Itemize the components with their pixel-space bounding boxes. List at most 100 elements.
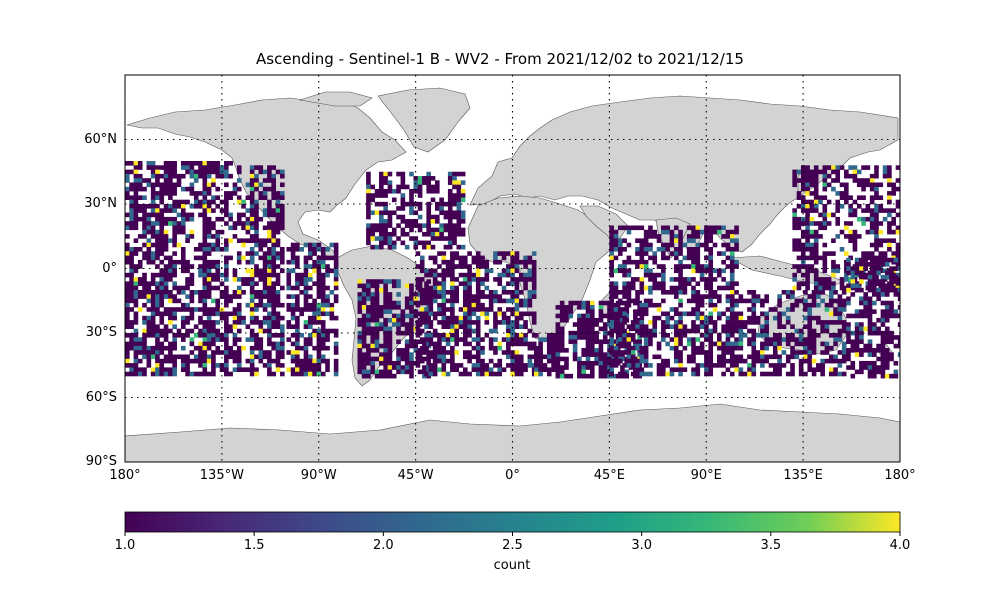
heatmap-cell: [202, 354, 208, 360]
heatmap-cell: [661, 333, 666, 338]
heatmap-cell: [415, 324, 421, 329]
heatmap-cell: [271, 186, 276, 192]
heatmap-cell: [844, 199, 849, 205]
heatmap-cell: [609, 333, 614, 338]
heatmap-cell: [792, 173, 797, 179]
heatmap-cell: [241, 320, 246, 325]
heatmap-cell: [602, 313, 608, 319]
heatmap-cell: [400, 219, 406, 224]
heatmap-cell: [887, 238, 892, 243]
heatmap-cell: [232, 311, 238, 317]
heatmap-cell: [626, 345, 632, 351]
heatmap-cell: [884, 352, 890, 357]
heatmap-cell: [224, 345, 229, 351]
heatmap-cell: [211, 324, 216, 329]
heatmap-cell: [361, 343, 367, 349]
heatmap-cell: [493, 345, 498, 351]
heatmap-cell: [366, 292, 371, 297]
heatmap-cell: [493, 315, 498, 321]
heatmap-cell: [777, 341, 782, 347]
heatmap-cell: [163, 165, 169, 170]
heatmap-cell: [155, 169, 160, 175]
heatmap-cell: [581, 335, 586, 340]
heatmap-cell: [232, 341, 238, 347]
heatmap-cell: [822, 259, 828, 265]
heatmap-cell: [366, 360, 371, 366]
heatmap-cell: [419, 277, 425, 282]
heatmap-cell: [807, 302, 813, 308]
heatmap-cell: [379, 214, 384, 220]
heatmap-cell: [267, 212, 272, 218]
heatmap-cell: [189, 204, 195, 209]
heatmap-cell: [772, 354, 778, 360]
heatmap-cell: [734, 242, 739, 248]
heatmap-cell: [219, 272, 225, 278]
heatmap-cell: [450, 367, 455, 372]
heatmap-cell: [665, 363, 670, 368]
heatmap-cell: [396, 339, 401, 345]
heatmap-cell: [717, 285, 722, 291]
heatmap-cell: [366, 296, 371, 302]
heatmap-cell: [258, 277, 264, 282]
heatmap-cell: [462, 307, 468, 312]
heatmap-cell: [374, 292, 380, 297]
heatmap-cell: [822, 268, 828, 274]
heatmap-cell: [357, 352, 363, 357]
heatmap-cell: [887, 208, 892, 213]
heatmap-cell: [424, 320, 429, 325]
heatmap-cell: [150, 281, 156, 286]
heatmap-cell: [708, 311, 714, 317]
heatmap-cell: [531, 341, 537, 347]
heatmap-cell: [665, 320, 670, 325]
heatmap-cell: [202, 161, 208, 166]
heatmap-cell: [172, 354, 177, 360]
heatmap-cell: [439, 206, 444, 211]
heatmap-cell: [564, 309, 569, 314]
heatmap-cell: [712, 307, 718, 312]
heatmap-cell: [206, 204, 212, 209]
heatmap-cell: [432, 272, 438, 278]
heatmap-cell: [290, 324, 296, 329]
heatmap-cell: [286, 281, 292, 286]
heatmap-cell: [878, 182, 884, 188]
heatmap-cell: [467, 350, 472, 355]
heatmap-cell: [379, 180, 384, 185]
heatmap-cell: [734, 247, 739, 252]
heatmap-cell: [734, 238, 739, 243]
heatmap-cell: [673, 294, 679, 299]
heatmap-cell: [441, 255, 447, 261]
heatmap-cell: [439, 227, 444, 233]
heatmap-cell: [678, 264, 683, 269]
heatmap-cell: [854, 270, 860, 276]
heatmap-cell: [807, 354, 813, 360]
heatmap-cell: [497, 371, 503, 377]
heatmap-cell: [249, 345, 255, 351]
heatmap-cell: [454, 324, 459, 329]
heatmap-cell: [295, 281, 300, 286]
heatmap-cell: [568, 313, 574, 319]
heatmap-cell: [150, 298, 156, 304]
heatmap-cell: [669, 371, 675, 377]
heatmap-cell: [189, 234, 195, 239]
heatmap-cell: [514, 259, 520, 265]
heatmap-cell: [193, 371, 199, 377]
heatmap-cell: [241, 367, 246, 372]
heatmap-cell: [383, 335, 388, 340]
heatmap-cell: [613, 268, 619, 274]
heatmap-cell: [484, 272, 490, 278]
heatmap-cell: [172, 242, 177, 248]
heatmap-cell: [404, 348, 410, 353]
heatmap-cell: [370, 343, 376, 349]
heatmap-cell: [704, 225, 709, 231]
heatmap-cell: [125, 173, 130, 179]
heatmap-cell: [837, 358, 843, 364]
heatmap-cell: [172, 358, 177, 364]
heatmap-cell: [729, 277, 735, 282]
heatmap-cell: [729, 285, 735, 291]
heatmap-cell: [467, 324, 472, 329]
heatmap-cell: [325, 268, 330, 274]
heatmap-cell: [129, 212, 134, 218]
heatmap-cell: [695, 290, 701, 295]
heatmap-cell: [299, 371, 304, 377]
heatmap-cell: [673, 345, 679, 351]
